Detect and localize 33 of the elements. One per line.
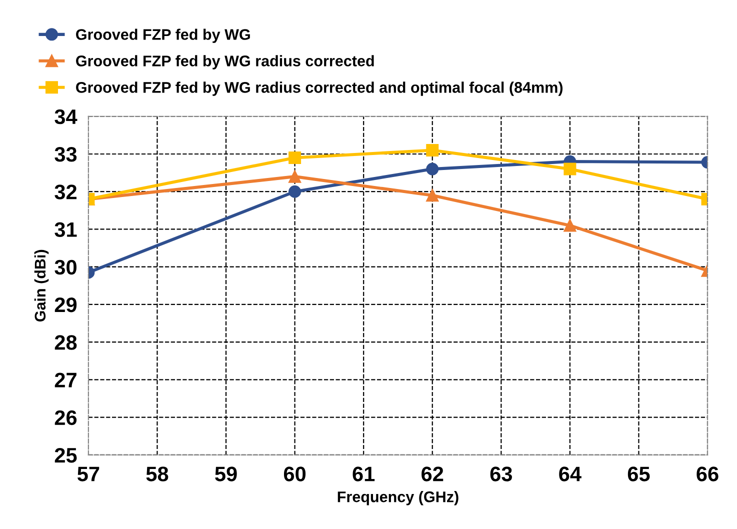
legend-label: Grooved FZP fed by WG radius corrected xyxy=(76,55,374,70)
x-tick-label: 62 xyxy=(422,466,444,482)
point xyxy=(426,144,439,156)
x-axis-title: Frequency (GHz) xyxy=(338,491,458,506)
point xyxy=(426,162,439,176)
y-tick-label: 28 xyxy=(54,335,77,350)
legend-label: Grooved FZP fed by WG xyxy=(76,28,250,43)
y-tick-label: 31 xyxy=(54,222,77,238)
x-tick-label: 59 xyxy=(215,466,237,482)
y-tick-label: 32 xyxy=(54,184,76,200)
x-tick-label: 63 xyxy=(490,466,512,482)
y-axis-title: Gain (dBi) xyxy=(34,250,49,322)
point xyxy=(288,185,302,198)
x-tick-label: 64 xyxy=(559,466,582,482)
y-tick-label: 25 xyxy=(54,448,77,463)
point xyxy=(288,170,302,183)
point xyxy=(564,219,576,232)
y-tick-label: 26 xyxy=(54,410,77,426)
y-tick-label: 29 xyxy=(54,297,77,312)
y-tick-label: 33 xyxy=(54,147,77,162)
x-tick-label: 58 xyxy=(146,466,168,482)
y-tick-label: 30 xyxy=(54,260,76,275)
x-tick-label: 60 xyxy=(284,466,306,482)
x-tick-label: 65 xyxy=(628,466,650,482)
y-tick-label: 34 xyxy=(54,109,78,124)
point xyxy=(426,189,439,202)
y-tick-label: 27 xyxy=(54,372,76,388)
x-tick-label: 57 xyxy=(77,466,100,482)
legend-label: Grooved FZP fed by WG radius corrected and optimal focal (84mm) xyxy=(76,82,563,96)
point xyxy=(288,152,302,164)
point xyxy=(564,162,576,176)
x-tick-label: 61 xyxy=(352,466,375,482)
x-tick-label: 66 xyxy=(696,466,718,482)
